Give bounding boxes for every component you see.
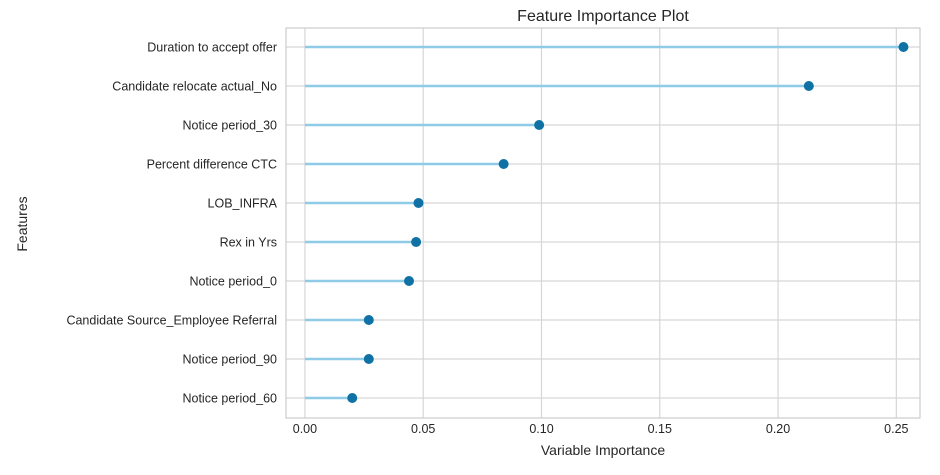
feature-label: Candidate Source_Employee Referral	[66, 314, 277, 328]
x-tick-label: 0.15	[648, 422, 672, 436]
x-tick-label: 0.10	[529, 422, 553, 436]
x-tick-labels: 0.00 0.05 0.10 0.15 0.20 0.25	[293, 422, 909, 436]
x-tick-label: 0.00	[293, 422, 317, 436]
importance-marker	[498, 159, 509, 169]
importance-marker	[411, 237, 422, 247]
feature-label: Notice period_0	[189, 275, 277, 289]
feature-label: Notice period_90	[182, 353, 277, 367]
importance-marker	[413, 198, 424, 208]
feature-label: Duration to accept offer	[147, 41, 277, 55]
feature-label: Rex in Yrs	[220, 236, 277, 250]
feature-label: LOB_INFRA	[208, 197, 278, 211]
stem-layer	[304, 45, 904, 400]
feature-label: Notice period_30	[182, 119, 277, 133]
importance-marker	[898, 42, 909, 52]
importance-marker	[363, 315, 374, 325]
feature-label: Candidate relocate actual_No	[112, 80, 277, 94]
feature-label: Percent difference CTC	[147, 158, 277, 172]
chart-title: Feature Importance Plot	[517, 8, 689, 25]
feature-label: Notice period_60	[182, 392, 277, 406]
marker-layer	[347, 42, 909, 403]
importance-marker	[534, 120, 545, 130]
importance-marker	[803, 81, 814, 91]
x-tick-label: 0.20	[766, 422, 790, 436]
importance-marker	[363, 354, 374, 364]
plot-frame	[285, 27, 921, 419]
y-axis-label: Features	[14, 196, 30, 251]
y-tick-labels: Duration to accept offer Candidate reloca…	[66, 41, 277, 406]
importance-marker	[347, 393, 358, 403]
importance-marker	[404, 276, 415, 286]
x-axis-label: Variable Importance	[541, 442, 665, 458]
x-tick-label: 0.05	[411, 422, 435, 436]
x-tick-label: 0.25	[884, 422, 908, 436]
